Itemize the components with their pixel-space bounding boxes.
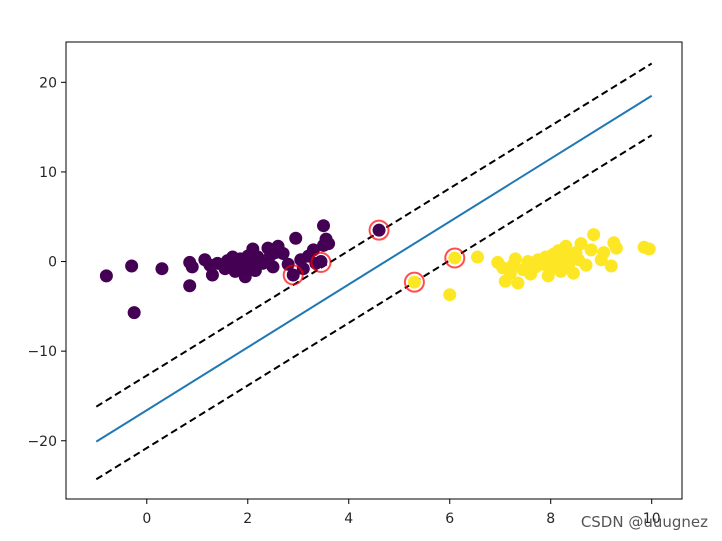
class-1-point — [443, 288, 457, 302]
lines-layer — [95, 62, 653, 481]
class-1-point — [584, 243, 598, 257]
class-0-point — [289, 231, 303, 245]
x-tick-label: 6 — [445, 511, 454, 527]
x-tick-label: 0 — [142, 511, 151, 527]
class-0-point — [317, 219, 331, 233]
class-0-point — [314, 255, 328, 269]
upper-margin-line — [95, 62, 653, 408]
class-0-point — [99, 269, 113, 283]
decision-boundary-line — [95, 94, 653, 443]
y-tick-label: 0 — [48, 255, 57, 271]
y-axis-ticks: −20 −10 0 10 20 — [27, 75, 66, 450]
class-1-point — [609, 241, 623, 255]
class-1-point — [642, 242, 656, 256]
lower-margin-line — [95, 134, 653, 481]
class-0-point — [266, 260, 280, 274]
y-tick-label: 20 — [39, 75, 57, 91]
class-0-point — [296, 262, 310, 276]
class-1-point — [471, 250, 485, 264]
plot-frame — [65, 41, 683, 500]
class-1-point — [448, 251, 462, 265]
class-1-point — [566, 266, 580, 280]
class-0-point — [185, 260, 199, 274]
class-0-point — [281, 257, 295, 271]
class-0-point — [276, 246, 290, 260]
class-0-point — [205, 268, 219, 282]
class-0-point — [322, 237, 336, 251]
y-tick-label: −10 — [27, 344, 57, 360]
support-vector-marker — [403, 271, 425, 293]
support-vector-marker — [444, 247, 466, 269]
class-1-point — [587, 228, 601, 242]
x-axis-ticks: 0 2 4 6 8 10 — [142, 499, 661, 527]
x-tick-label: 8 — [546, 511, 555, 527]
watermark: CSDN @uuugnez — [580, 513, 708, 531]
class-1-point — [508, 252, 522, 266]
class-1-point — [511, 276, 525, 290]
class-1-point — [579, 258, 593, 272]
class-0-point — [372, 223, 386, 237]
x-tick-label: 4 — [344, 511, 353, 527]
class-0-point — [125, 259, 139, 273]
class-0-point — [155, 262, 169, 276]
points-layer — [99, 219, 656, 320]
class-1-point — [407, 275, 421, 289]
support-vector-marker — [368, 219, 390, 241]
support-vectors-layer — [282, 219, 466, 293]
class-1-point — [574, 237, 588, 251]
class-1-point — [604, 259, 618, 273]
x-tick-label: 2 — [243, 511, 252, 527]
class-0-point — [183, 279, 197, 293]
x-tick-label: 10 — [643, 511, 661, 527]
class-0-point — [238, 270, 252, 284]
class-1-point — [559, 239, 573, 253]
class-1-point — [597, 246, 611, 260]
y-tick-label: −20 — [27, 434, 57, 450]
class-0-point — [127, 306, 141, 320]
support-vector-marker — [310, 251, 332, 273]
class-0-point — [286, 268, 300, 282]
support-vector-marker — [282, 264, 304, 286]
y-tick-label: 10 — [39, 165, 57, 181]
